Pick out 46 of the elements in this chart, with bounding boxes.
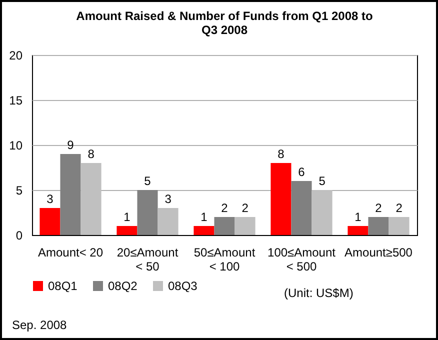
bar [312,190,332,235]
legend-label: 08Q2 [108,279,138,293]
x-tick-label: 50≤Amount < 100 [194,246,256,274]
x-tick-label: 100≤Amount < 500 [268,246,336,274]
bar [368,217,389,235]
data-label: 1 [200,210,208,224]
data-label: 1 [354,210,362,224]
y-tick-label: 5 [16,184,23,198]
legend-label: 08Q3 [168,279,198,293]
bar [234,217,256,235]
bar [116,226,138,235]
y-tick-label: 10 [9,138,23,152]
bar [60,154,81,235]
x-tick-label: Amount≥500 [344,246,413,260]
bar [270,163,292,235]
data-label: 5 [144,174,152,188]
data-label: 2 [242,201,249,215]
data-label: 5 [318,174,326,188]
data-label: 8 [278,147,285,161]
data-label: 6 [298,165,306,179]
data-label: 2 [221,201,228,215]
data-label: 2 [375,201,382,215]
bar [137,190,158,235]
y-tick-label: 15 [9,94,23,108]
bar [291,181,312,235]
data-label: 3 [46,192,54,206]
data-label: 8 [88,147,95,161]
bar [80,163,102,235]
data-label: 3 [164,192,172,206]
x-tick-label: 20≤Amount < 50 [116,246,179,274]
x-tick-label: Amount< 20 [38,246,104,260]
bar [194,226,214,235]
data-label: 2 [396,201,403,215]
data-label: 9 [67,138,74,152]
bar [40,208,60,235]
bar [214,217,235,235]
data-label: 1 [124,210,131,224]
bar [348,226,368,235]
chart-title: Amount Raised & Number of Funds from Q1 2008 to Q3 2008 [76,9,373,37]
y-tick-label: 20 [9,48,23,62]
text: Sep. 2008 [12,318,67,332]
text: (Unit: US$M) [284,286,354,300]
bar [158,208,178,235]
y-tick-label: 0 [16,228,23,242]
bar [388,217,410,235]
legend-label: 08Q1 [48,279,78,293]
